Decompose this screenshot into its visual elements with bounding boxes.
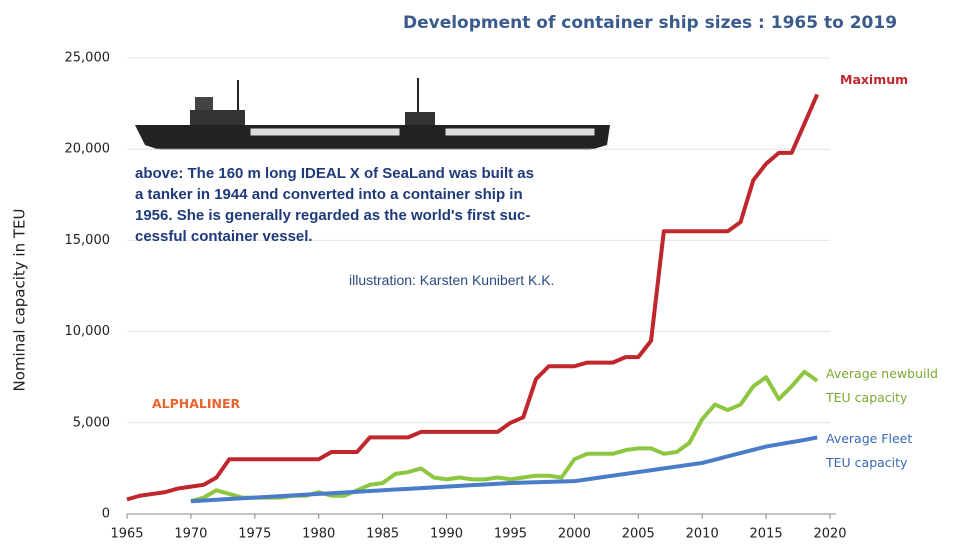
x-tick-label: 1985 — [366, 527, 399, 542]
y-tick-label: 0 — [102, 507, 110, 522]
x-tick-label: 2010 — [686, 527, 719, 542]
caption: above: The 160 m long IDEAL X of SeaLand… — [135, 163, 534, 247]
ship-illustration — [135, 78, 610, 150]
y-tick-label: 25,000 — [65, 51, 111, 66]
x-tick-label: 1995 — [494, 527, 527, 542]
credit: illustration: Karsten Kunibert K.K. — [349, 272, 555, 288]
y-tick-label: 20,000 — [65, 142, 111, 157]
series-label: Average Fleet TEU capacity — [826, 431, 913, 470]
x-tick-label: 1990 — [430, 527, 463, 542]
x-tick-label: 1975 — [238, 527, 271, 542]
source-label: ALPHALINER — [152, 396, 241, 411]
series-line — [190, 435, 818, 504]
series-label: Maximum — [840, 72, 909, 87]
x-tick-label: 2000 — [558, 527, 591, 542]
x-tick-label: 2015 — [750, 527, 783, 542]
y-tick-label: 5,000 — [73, 415, 110, 430]
series-label: Average newbuild TEU capacity — [826, 366, 938, 405]
series-line — [126, 93, 820, 502]
caption-line: cessful container vessel. — [135, 228, 313, 245]
chart-title: Development of container ship sizes : 19… — [403, 13, 897, 33]
x-tick-label: 1965 — [110, 527, 143, 542]
caption-line: a tanker in 1944 and converted into a co… — [135, 186, 523, 203]
y-tick-label: 10,000 — [65, 324, 111, 339]
caption-line: above: The 160 m long IDEAL X of SeaLand… — [135, 165, 534, 182]
y-axis-label: Nominal capacity in TEU — [11, 209, 29, 392]
caption-line: 1956. She is generally regarded as the w… — [135, 207, 531, 224]
y-tick-label: 15,000 — [65, 233, 111, 248]
x-tick-label: 1980 — [302, 527, 335, 542]
x-tick-label: 1970 — [174, 527, 207, 542]
x-tick-label: 2005 — [622, 527, 655, 542]
x-tick-label: 2020 — [813, 527, 846, 542]
